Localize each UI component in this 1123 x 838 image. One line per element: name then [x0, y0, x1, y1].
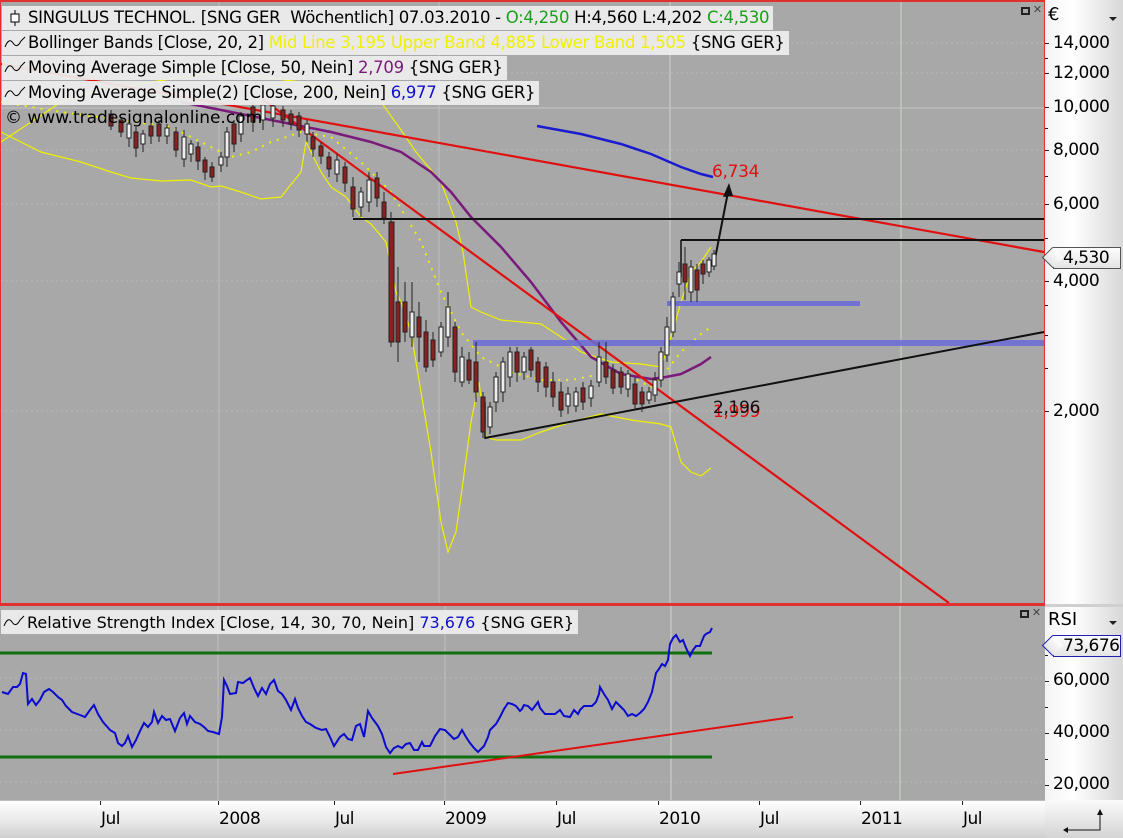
- reset-zoom-icon[interactable]: [1045, 800, 1123, 838]
- indicator-wave-icon: [4, 86, 26, 98]
- sma-200-line: [536, 124, 714, 179]
- indicator-wave-icon: [4, 61, 26, 73]
- legend-ma50[interactable]: Moving Average Simple [Close, 50, Nein] …: [2, 56, 507, 80]
- bollinger-symbol: {SNG GER}: [685, 33, 785, 52]
- last-price-tag: 4,530: [1053, 247, 1121, 269]
- legend-rsi[interactable]: Relative Strength Index [Close, 14, 30, …: [1, 610, 579, 634]
- price-tick: 4,000: [1053, 271, 1100, 291]
- chart-title: SINGULUS TECHNOL. [SNG GER Wöchentlich] …: [28, 8, 506, 27]
- time-label: Jul: [101, 809, 121, 829]
- target-price-label: 6,734: [712, 162, 760, 182]
- ohlc-open: O:4,250: [505, 8, 570, 27]
- rsi-chart-canvas[interactable]: [0, 606, 1045, 800]
- rising-support-line: [484, 331, 1044, 439]
- rsi-axis[interactable]: RSI 73,676 60,000 40,000 20,000: [1045, 604, 1123, 800]
- ma200-symbol: {SNG GER}: [436, 83, 536, 102]
- legend-bollinger[interactable]: Bollinger Bands [Close, 20, 2] Mid Line …: [2, 31, 789, 55]
- rsi-value: 73,676: [419, 612, 476, 632]
- rsi-symbol: {SNG GER}: [475, 612, 575, 632]
- time-label: Jul: [557, 809, 577, 829]
- ma200-value: 6,977: [390, 83, 437, 102]
- axis-corner[interactable]: [1045, 800, 1123, 838]
- maximize-pane-icon[interactable]: [1021, 7, 1030, 15]
- ma200-name: Moving Average Simple(2) [Close, 200, Ne…: [28, 83, 391, 102]
- legend-price[interactable]: SINGULUS TECHNOL. [SNG GER Wöchentlich] …: [2, 6, 774, 30]
- time-label: Jul: [963, 809, 983, 829]
- price-tick: 8,000: [1053, 140, 1100, 160]
- price-chart-pane[interactable]: SINGULUS TECHNOL. [SNG GER Wöchentlich] …: [0, 0, 1045, 604]
- price-pane-controls: ✕: [1021, 3, 1043, 16]
- time-label: Jul: [760, 809, 780, 829]
- rsi-rising-trendline: [392, 716, 794, 775]
- axis-dropdown-icon[interactable]: [1109, 17, 1117, 21]
- price-tick: 14,000: [1053, 33, 1110, 53]
- rsi-tick: 40,000: [1053, 722, 1110, 742]
- close-pane-icon[interactable]: ✕: [1031, 606, 1042, 619]
- rsi-line: [1, 627, 713, 755]
- time-label: Jul: [335, 809, 355, 829]
- support-line-value-label: 2,196: [713, 398, 761, 418]
- resistance-zone-lower: [473, 340, 1044, 346]
- time-label: 2009: [445, 809, 487, 829]
- price-tick: 12,000: [1053, 63, 1110, 83]
- ohlc-close: C:4,530: [707, 8, 770, 27]
- close-pane-icon[interactable]: ✕: [1032, 3, 1043, 16]
- time-label: 2010: [659, 809, 701, 829]
- bollinger-name: Bollinger Bands [Close, 20, 2]: [28, 33, 269, 52]
- ma50-symbol: {SNG GER}: [403, 58, 503, 77]
- ohlc-high: H:4,560: [574, 8, 638, 27]
- indicator-wave-icon: [3, 615, 25, 627]
- candlestick-icon: [10, 10, 20, 26]
- time-axis[interactable]: Jul 2008 Jul 2009 Jul 2010 Jul 2011 Jul: [0, 800, 1045, 838]
- rsi-pane[interactable]: Relative Strength Index [Close, 14, 30, …: [0, 604, 1045, 800]
- ohlc-low: L:4,202: [642, 8, 703, 27]
- bollinger-values: Mid Line 3,195 Upper Band 4,885 Lower Ba…: [268, 33, 686, 52]
- price-tick: 2,000: [1053, 401, 1100, 421]
- resistance-zone-upper: [667, 301, 860, 306]
- legend-ma200[interactable]: Moving Average Simple(2) [Close, 200, Ne…: [2, 81, 540, 105]
- target-arrow: [713, 191, 729, 265]
- axis-dropdown-icon[interactable]: [1109, 621, 1117, 625]
- price-tick: 10,000: [1053, 97, 1110, 117]
- rsi-tick: 60,000: [1053, 670, 1110, 690]
- price-axis[interactable]: € 14,000 12,000 10,000 8,000 6,000 4,000…: [1045, 0, 1123, 604]
- rsi-name: Relative Strength Index [Close, 14, 30, …: [27, 612, 420, 632]
- ma50-value: 2,709: [358, 58, 404, 77]
- price-tick: 6,000: [1053, 194, 1100, 214]
- indicator-wave-icon: [4, 36, 26, 48]
- watermark: © www.tradesignalonline.com: [5, 108, 263, 128]
- sma-50-line: [180, 100, 712, 381]
- rsi-pane-controls: ✕: [1020, 606, 1042, 619]
- ma50-name: Moving Average Simple [Close, 50, Nein]: [28, 58, 359, 77]
- falling-trendline-value-label: 1,999: [713, 402, 761, 422]
- rsi-tick: 20,000: [1053, 774, 1110, 794]
- time-label: 2008: [219, 809, 261, 829]
- rsi-axis-title: RSI: [1048, 609, 1078, 630]
- currency-label: €: [1048, 4, 1060, 25]
- candlesticks: [108, 100, 717, 438]
- last-rsi-tag: 73,676: [1053, 635, 1121, 657]
- maximize-pane-icon[interactable]: [1020, 610, 1029, 618]
- time-label: 2011: [861, 809, 903, 829]
